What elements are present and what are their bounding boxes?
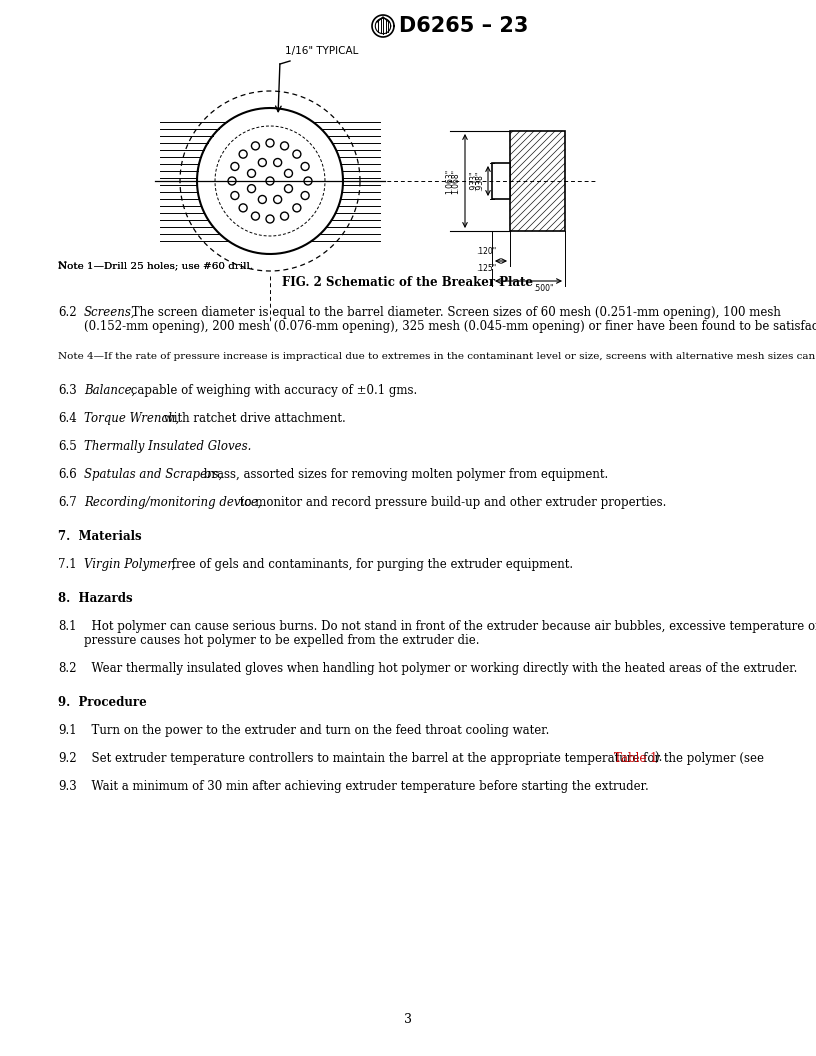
Text: 9.3: 9.3	[58, 780, 77, 793]
Text: .933": .933"	[469, 171, 478, 191]
Text: .120": .120"	[476, 247, 496, 256]
Text: with ratchet drive attachment.: with ratchet drive attachment.	[160, 412, 346, 425]
Text: Thermally Insulated Gloves.: Thermally Insulated Gloves.	[84, 440, 251, 453]
Circle shape	[231, 191, 239, 200]
Bar	[492, 163, 510, 199]
Text: Wait a minimum of 30 min after achieving extruder temperature before starting th: Wait a minimum of 30 min after achieving…	[84, 780, 649, 793]
Circle shape	[239, 150, 247, 158]
Text: 1.063": 1.063"	[445, 168, 454, 193]
Text: Spatulas and Scrapers,: Spatulas and Scrapers,	[84, 468, 223, 480]
Circle shape	[301, 191, 309, 200]
Circle shape	[273, 195, 282, 204]
Text: Screens,: Screens,	[84, 306, 135, 319]
Text: 8.2: 8.2	[58, 662, 77, 675]
Text: free of gels and contaminants, for purging the extruder equipment.: free of gels and contaminants, for purgi…	[168, 558, 573, 571]
Text: 1.068": 1.068"	[451, 169, 460, 193]
Text: Wear thermally insulated gloves when handling hot polymer or working directly wi: Wear thermally insulated gloves when han…	[84, 662, 797, 675]
Text: 7.  Materials: 7. Materials	[58, 530, 142, 543]
Text: N: N	[58, 261, 67, 270]
Circle shape	[247, 169, 255, 177]
Text: 6.2: 6.2	[58, 306, 77, 319]
Text: 9.2: 9.2	[58, 752, 77, 765]
Text: Balance,: Balance,	[84, 384, 135, 397]
Text: Torque Wrench,: Torque Wrench,	[84, 412, 180, 425]
Text: Set extruder temperature controllers to maintain the barrel at the appropriate t: Set extruder temperature controllers to …	[84, 752, 768, 765]
Text: Table 1: Table 1	[614, 752, 658, 765]
Text: Hot polymer can cause serious burns. Do not stand in front of the extruder becau: Hot polymer can cause serious burns. Do …	[84, 620, 816, 633]
Text: Virgin Polymer,: Virgin Polymer,	[84, 558, 175, 571]
Circle shape	[285, 185, 292, 192]
Text: .938": .938"	[475, 171, 484, 191]
Circle shape	[231, 163, 239, 170]
Circle shape	[251, 142, 259, 150]
Text: FIG. 2 Schematic of the Breaker Plate: FIG. 2 Schematic of the Breaker Plate	[282, 276, 534, 289]
Text: 9.  Procedure: 9. Procedure	[58, 696, 147, 709]
Circle shape	[273, 158, 282, 167]
Text: Note 4—If the rate of pressure increase is impractical due to extremes in the co: Note 4—If the rate of pressure increase …	[58, 352, 816, 361]
Text: capable of weighing with accuracy of ±0.1 gms.: capable of weighing with accuracy of ±0.…	[127, 384, 417, 397]
Text: to monitor and record pressure build-up and other extruder properties.: to monitor and record pressure build-up …	[236, 496, 667, 509]
Text: pressure causes hot polymer to be expelled from the extruder die.: pressure causes hot polymer to be expell…	[84, 634, 480, 647]
Text: The screen diameter is equal to the barrel diameter. Screen sizes of 60 mesh (0.: The screen diameter is equal to the barr…	[128, 306, 781, 319]
Text: 6.7: 6.7	[58, 496, 77, 509]
Text: (0.152-mm opening), 200 mesh (0.076-mm opening), 325 mesh (0.045-mm opening) or : (0.152-mm opening), 200 mesh (0.076-mm o…	[84, 320, 816, 333]
Text: 8.  Hazards: 8. Hazards	[58, 592, 133, 605]
Circle shape	[266, 215, 274, 223]
Circle shape	[281, 212, 289, 220]
Text: .500": .500"	[534, 284, 554, 293]
Circle shape	[259, 158, 266, 167]
Circle shape	[228, 177, 236, 185]
Bar	[510, 131, 565, 231]
Text: Recording/monitoring device,: Recording/monitoring device,	[84, 496, 262, 509]
Circle shape	[281, 142, 289, 150]
Text: 8.1: 8.1	[58, 620, 77, 633]
Circle shape	[304, 177, 312, 185]
Circle shape	[266, 177, 274, 185]
Circle shape	[301, 163, 309, 170]
Text: Note 1—Drill 25 holes; use #60 drill.: Note 1—Drill 25 holes; use #60 drill.	[58, 261, 253, 270]
Text: ).: ).	[654, 752, 663, 765]
Circle shape	[251, 212, 259, 220]
Text: 7.1: 7.1	[58, 558, 77, 571]
Circle shape	[259, 195, 266, 204]
Text: Note 1—Drill 25 holes; use #60 drill.: Note 1—Drill 25 holes; use #60 drill.	[58, 261, 253, 270]
Text: 1/16" TYPICAL: 1/16" TYPICAL	[285, 46, 358, 56]
Circle shape	[239, 204, 247, 212]
Circle shape	[293, 150, 301, 158]
Text: 6.5: 6.5	[58, 440, 77, 453]
Text: brass, assorted sizes for removing molten polymer from equipment.: brass, assorted sizes for removing molte…	[200, 468, 608, 480]
Text: 6.6: 6.6	[58, 468, 77, 480]
Circle shape	[293, 204, 301, 212]
Text: 6.3: 6.3	[58, 384, 77, 397]
Text: 9.1: 9.1	[58, 724, 77, 737]
Circle shape	[247, 185, 255, 192]
Text: .125": .125"	[476, 264, 496, 274]
Circle shape	[266, 139, 274, 147]
Text: D6265 – 23: D6265 – 23	[399, 16, 529, 36]
Circle shape	[285, 169, 292, 177]
Text: Turn on the power to the extruder and turn on the feed throat cooling water.: Turn on the power to the extruder and tu…	[84, 724, 549, 737]
Text: 6.4: 6.4	[58, 412, 77, 425]
Text: 3: 3	[404, 1013, 412, 1026]
